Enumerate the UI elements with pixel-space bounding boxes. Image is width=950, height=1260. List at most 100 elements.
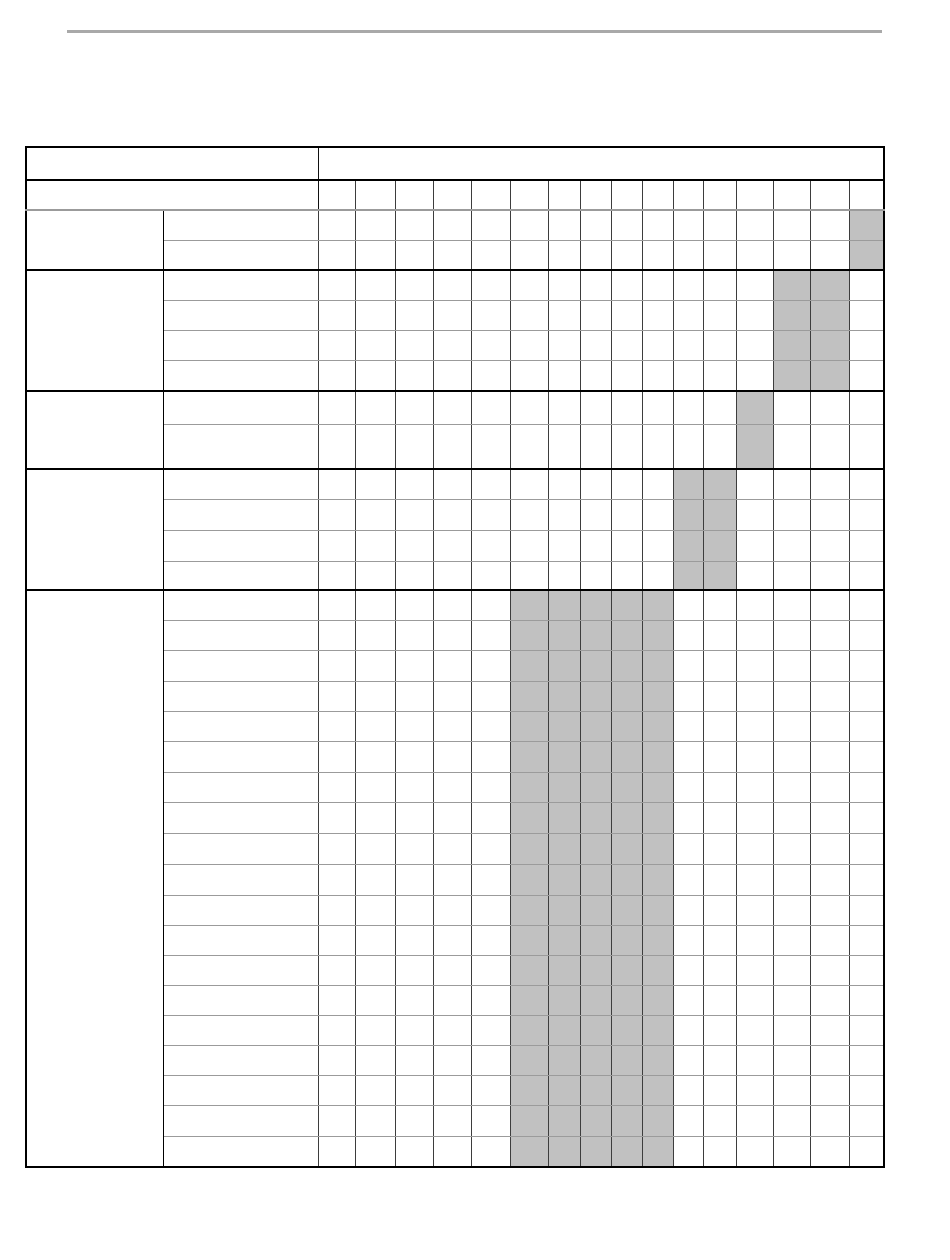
matrix-cell	[547, 269, 581, 301]
matrix-cell	[735, 1014, 774, 1046]
matrix-cell	[394, 740, 434, 773]
matrix-cell	[317, 680, 356, 712]
matrix-cell	[702, 560, 737, 591]
matrix-cell	[735, 1044, 774, 1076]
matrix-cell	[641, 1014, 674, 1046]
matrix-cell	[432, 299, 472, 331]
matrix-cell	[394, 209, 434, 241]
matrix-cell	[317, 740, 356, 773]
matrix-cell	[394, 649, 434, 682]
matrix-cell	[772, 894, 811, 926]
table-row	[26, 954, 885, 986]
sub-label-cell	[162, 710, 319, 742]
column-header-cell	[470, 179, 511, 211]
matrix-cell	[672, 560, 704, 591]
sub-label-cell	[162, 680, 319, 712]
matrix-cell	[809, 863, 850, 896]
matrix-cell	[579, 1014, 612, 1046]
matrix-cell	[579, 649, 612, 682]
matrix-cell	[547, 529, 581, 562]
matrix-cell	[702, 619, 737, 651]
matrix-cell	[509, 863, 549, 896]
matrix-cell	[809, 894, 850, 926]
matrix-cell	[470, 649, 511, 682]
matrix-cell	[470, 680, 511, 712]
table-row	[26, 619, 885, 651]
matrix-cell	[610, 619, 643, 651]
matrix-cell	[641, 209, 674, 241]
matrix-cell	[848, 390, 885, 425]
matrix-cell	[470, 801, 511, 834]
matrix-cell	[735, 209, 774, 241]
matrix-cell	[394, 468, 434, 500]
matrix-cell	[432, 619, 472, 651]
matrix-cell	[547, 329, 581, 361]
matrix-cell	[809, 924, 850, 956]
matrix-cell	[509, 423, 549, 470]
matrix-cell	[354, 1074, 396, 1106]
matrix-cell	[317, 832, 356, 865]
matrix-cell	[509, 771, 549, 803]
matrix-cell	[641, 924, 674, 956]
matrix-cell	[509, 619, 549, 651]
matrix-cell	[702, 1014, 737, 1046]
matrix-cell	[772, 498, 811, 531]
matrix-cell	[394, 329, 434, 361]
matrix-cell	[547, 954, 581, 986]
matrix-cell	[641, 498, 674, 531]
matrix-cell	[509, 801, 549, 834]
column-header-cell	[672, 179, 704, 211]
matrix-cell	[394, 299, 434, 331]
matrix-cell	[610, 801, 643, 834]
matrix-cell	[394, 359, 434, 392]
matrix-cell	[848, 619, 885, 651]
matrix-cell	[848, 560, 885, 591]
matrix-cell	[432, 423, 472, 470]
matrix-cell	[509, 740, 549, 773]
matrix-cell	[432, 740, 472, 773]
matrix-cell	[848, 1044, 885, 1076]
matrix-cell	[470, 359, 511, 392]
matrix-cell	[610, 649, 643, 682]
matrix-cell	[772, 649, 811, 682]
matrix-cell	[354, 390, 396, 425]
matrix-cell	[354, 984, 396, 1016]
matrix-cell	[470, 771, 511, 803]
matrix-cell	[610, 984, 643, 1016]
matrix-cell	[354, 680, 396, 712]
matrix-cell	[509, 954, 549, 986]
matrix-cell	[702, 299, 737, 331]
matrix-cell	[735, 924, 774, 956]
matrix-cell	[470, 832, 511, 865]
matrix-cell	[772, 801, 811, 834]
matrix-cell	[772, 529, 811, 562]
matrix-cell	[809, 1104, 850, 1137]
matrix-cell	[672, 894, 704, 926]
matrix-cell	[809, 1074, 850, 1106]
matrix-table-body	[25, 146, 885, 1168]
matrix-cell	[610, 954, 643, 986]
matrix-cell	[317, 329, 356, 361]
matrix-cell	[579, 863, 612, 896]
matrix-cell	[772, 954, 811, 986]
matrix-cell	[641, 801, 674, 834]
matrix-cell	[702, 1135, 737, 1168]
matrix-cell	[317, 801, 356, 834]
sub-label-cell	[162, 1014, 319, 1046]
matrix-cell	[470, 1104, 511, 1137]
column-header-cell	[317, 179, 356, 211]
sub-label-cell	[162, 863, 319, 896]
matrix-cell	[610, 710, 643, 742]
matrix-cell	[848, 771, 885, 803]
matrix-cell	[432, 984, 472, 1016]
table-row	[25, 209, 885, 271]
matrix-cell	[317, 560, 356, 591]
table-row	[26, 771, 885, 803]
matrix-cell	[579, 560, 612, 591]
matrix-cell	[848, 589, 885, 621]
matrix-cell	[354, 498, 396, 531]
matrix-cell	[354, 468, 396, 500]
matrix-cell	[772, 209, 811, 241]
matrix-cell	[509, 209, 549, 241]
matrix-cell	[432, 239, 472, 271]
